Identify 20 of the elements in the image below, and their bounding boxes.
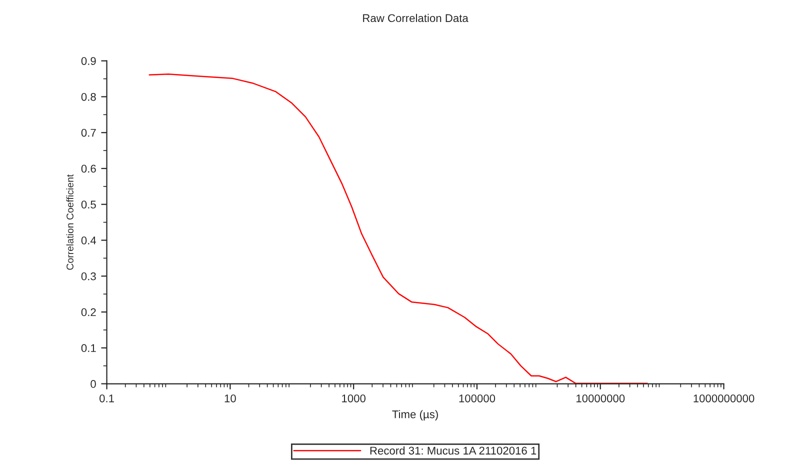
x-tick-label: 100000 (459, 394, 496, 402)
x-tick-label: 1000000000 (694, 394, 754, 402)
x-tick-label: 1000 (342, 394, 366, 402)
x-tick-label: 10000000 (576, 394, 625, 402)
text: Record 31: Mucus 1A 21102016 1 (370, 446, 536, 455)
y-axis-title: Correlation Coefficient (66, 174, 74, 270)
x-tick-label: 10 (224, 394, 236, 402)
y-tick-label: 0.4 (81, 236, 96, 244)
y-tick-label: 0.6 (81, 164, 96, 173)
y-tick-label: 0.7 (81, 128, 96, 137)
y-tick-label: 0.8 (81, 92, 96, 101)
y-tick-label: 0.2 (81, 308, 96, 316)
x-axis-title: Time (µs) (392, 410, 438, 420)
x-tick-label: 0.1 (99, 394, 114, 402)
chart-title: Raw Correlation Data (363, 14, 468, 22)
y-tick-label: 0.1 (81, 344, 96, 352)
y-tick-label: 0.9 (81, 57, 96, 65)
y-tick-label: 0 (90, 380, 96, 388)
y-tick-label: 0.3 (81, 272, 96, 280)
y-tick-label: 0.5 (81, 200, 96, 208)
